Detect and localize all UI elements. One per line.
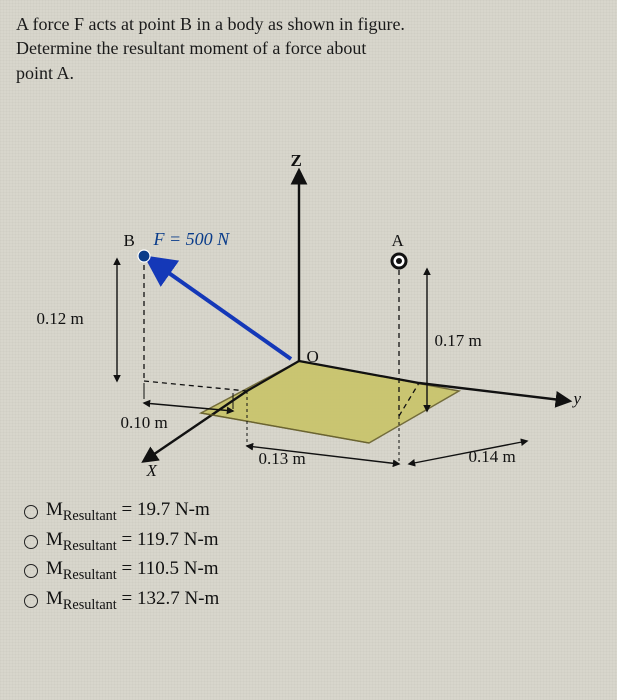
axis-x-label: X bbox=[147, 461, 157, 481]
diagram: Z y X O B A F = 500 N 0.12 m 0.10 m 0.13… bbox=[29, 91, 589, 491]
dim-bx: 0.10 m bbox=[121, 413, 168, 433]
dim-ay: 0.14 m bbox=[469, 447, 516, 467]
dim-oy: 0.13 m bbox=[259, 449, 306, 469]
question-text: A force F acts at point B in a body as s… bbox=[16, 12, 601, 85]
question-line1: A force F acts at point B in a body as s… bbox=[16, 14, 405, 34]
option-3[interactable]: MResultant = 110.5 N-m bbox=[24, 558, 601, 584]
force-label: F = 500 N bbox=[154, 229, 230, 250]
option-label: MResultant = 132.7 N-m bbox=[46, 588, 219, 614]
option-1[interactable]: MResultant = 19.7 N-m bbox=[24, 499, 601, 525]
dim-bz: 0.12 m bbox=[37, 309, 84, 329]
axis-z-label: Z bbox=[291, 151, 302, 171]
dim-az: 0.17 m bbox=[435, 331, 482, 351]
radio-icon bbox=[24, 535, 38, 549]
radio-icon bbox=[24, 505, 38, 519]
point-a-label: A bbox=[392, 231, 404, 251]
option-4[interactable]: MResultant = 132.7 N-m bbox=[24, 588, 601, 614]
point-b-label: B bbox=[124, 231, 135, 251]
option-value: 132.7 N-m bbox=[137, 588, 219, 609]
option-label: MResultant = 119.7 N-m bbox=[46, 529, 219, 555]
question-line3: point A. bbox=[16, 63, 74, 83]
option-label: MResultant = 110.5 N-m bbox=[46, 558, 219, 584]
option-value: 119.7 N-m bbox=[137, 529, 219, 550]
option-2[interactable]: MResultant = 119.7 N-m bbox=[24, 529, 601, 555]
options-group: MResultant = 19.7 N-m MResultant = 119.7… bbox=[24, 499, 601, 614]
question-line2: Determine the resultant moment of a forc… bbox=[16, 38, 366, 58]
option-value: 19.7 N-m bbox=[137, 499, 210, 520]
option-value: 110.5 N-m bbox=[137, 558, 219, 579]
radio-icon bbox=[24, 564, 38, 578]
axis-y-label: y bbox=[574, 389, 582, 409]
option-label: MResultant = 19.7 N-m bbox=[46, 499, 210, 525]
diagram-svg bbox=[29, 91, 589, 491]
radio-icon bbox=[24, 594, 38, 608]
origin-label: O bbox=[307, 347, 319, 367]
